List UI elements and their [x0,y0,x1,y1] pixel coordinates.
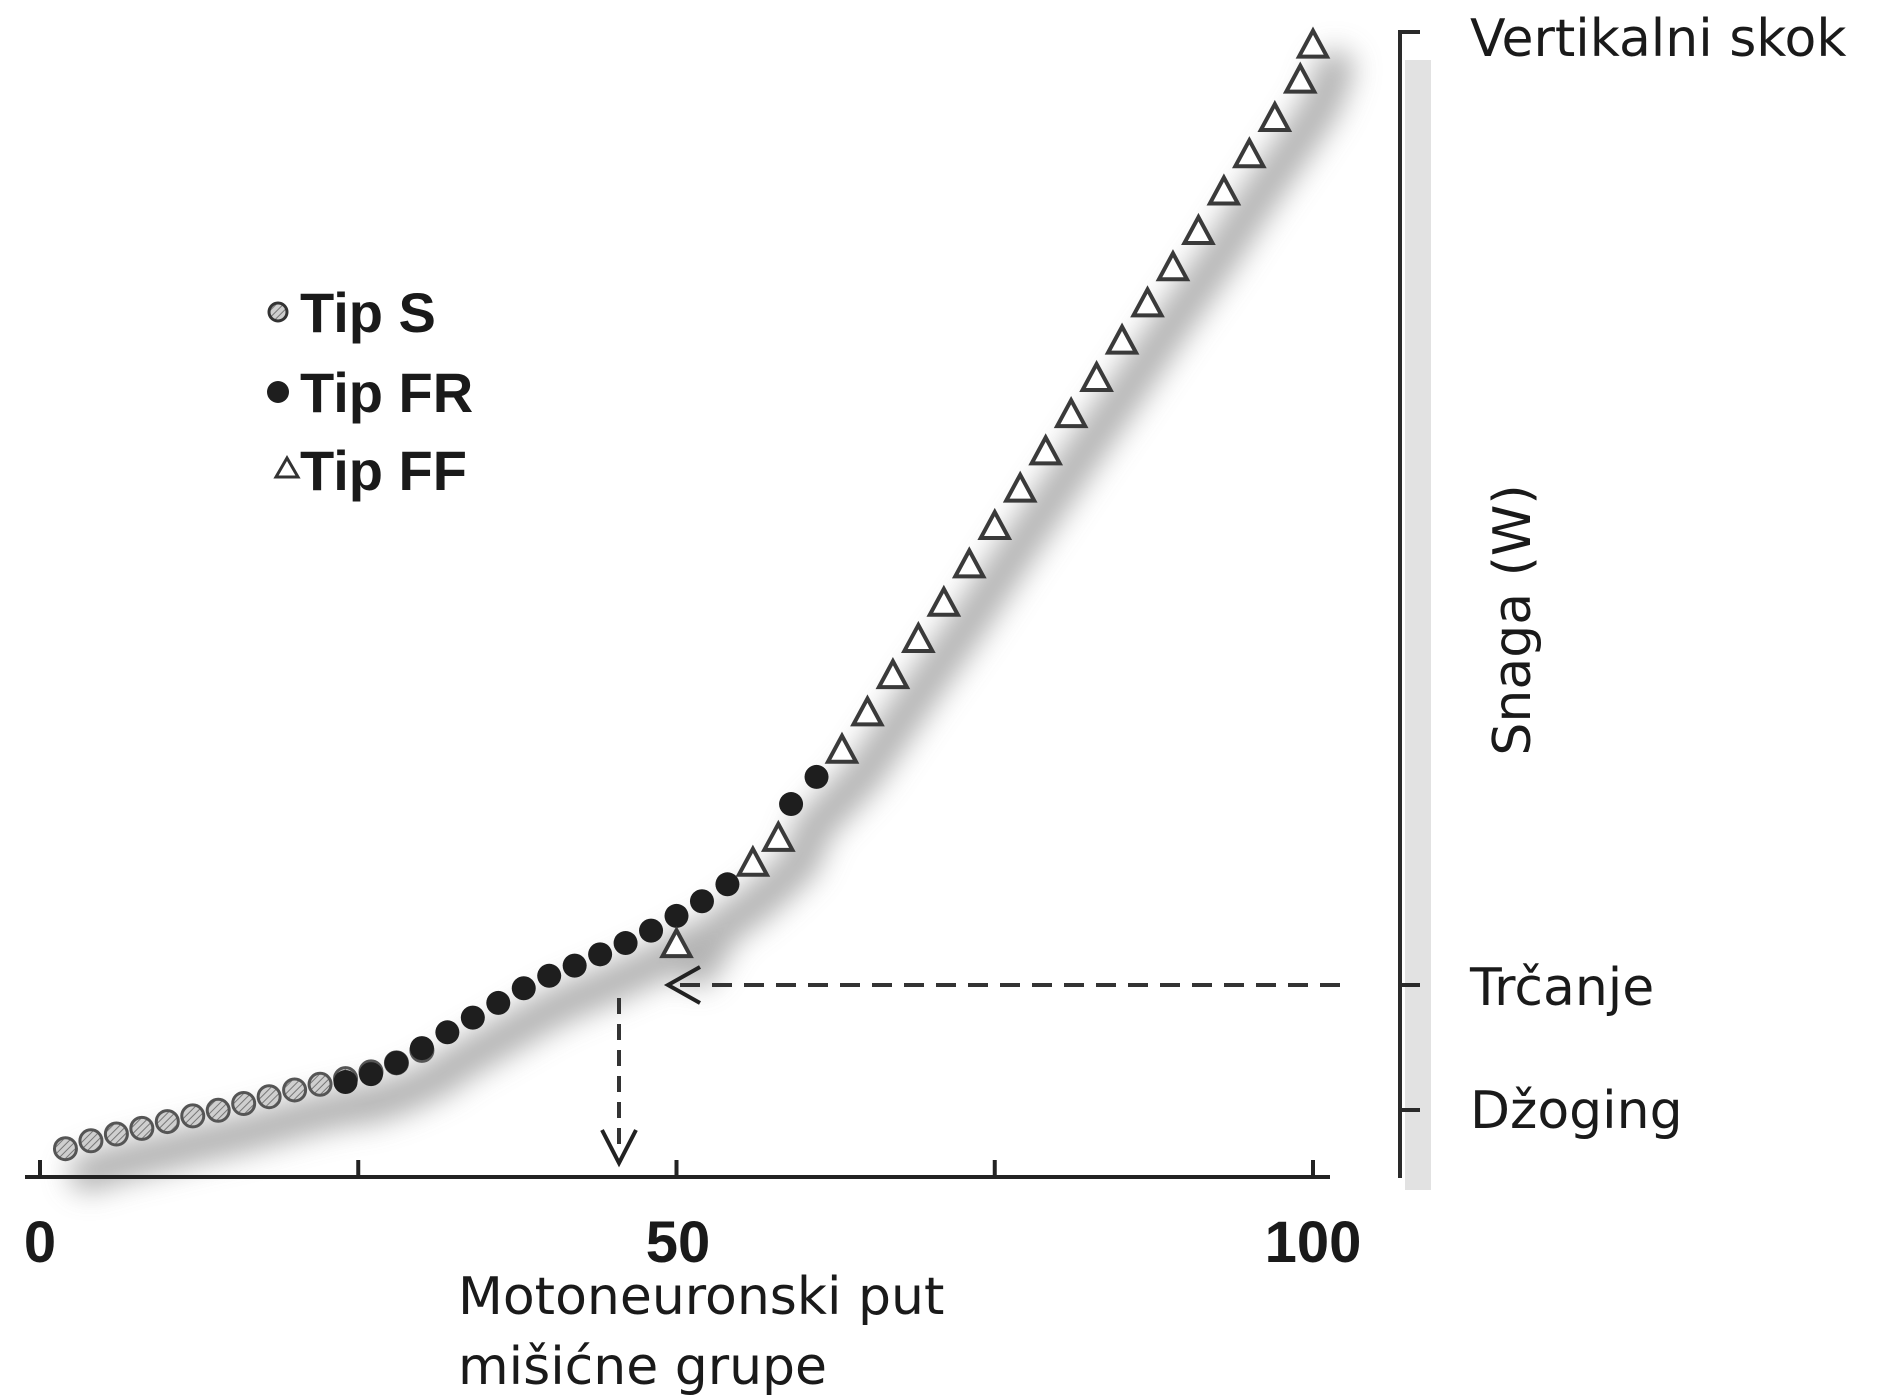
point-tip-s-3 [129,1115,155,1141]
point-tip-s-5 [180,1103,206,1129]
x-tick-label-100: 100 [1265,1210,1362,1275]
point-tip-fr-16 [779,792,804,817]
point-tip-fr-2 [384,1050,409,1075]
right-axis-shade [1405,60,1431,1190]
y-axis-label: Snaga (W) [1483,484,1543,755]
point-tip-s-6 [205,1097,231,1123]
point-tip-ff-11 [1028,433,1064,466]
point-tip-fr-3 [409,1036,434,1061]
x-axis-label-line-1: Motoneuronski put [458,1267,944,1327]
x-axis-label-line-2: mišićne grupe [458,1337,827,1397]
point-tip-fr-1 [358,1062,383,1087]
point-tip-fr-10 [588,942,613,967]
legend-item-tip-ff: Tip FF [273,439,467,502]
point-tip-fr-4 [435,1020,460,1045]
x-ticks [38,1160,1315,1177]
legend-label-tip-fr: Tip FR [300,361,473,424]
point-tip-fr-7 [511,976,536,1001]
x-tick-label-50: 50 [646,1210,711,1275]
curve-shadow-path [68,49,1354,1192]
point-tip-ff-21 [1282,61,1318,94]
point-tip-ff-5 [875,657,911,690]
point-tip-fr-13 [664,903,689,928]
point-tip-fr-5 [460,1005,485,1030]
legend-label-tip-s: Tip S [300,281,436,344]
point-tip-fr-9 [562,953,587,978]
point-tip-ff-7 [926,584,962,617]
point-tip-ff-17 [1181,212,1216,246]
series-tip-fr [333,764,829,1095]
point-tip-fr-15 [715,872,740,897]
point-tip-ff-12 [1053,395,1089,429]
point-tip-fr-11 [613,931,638,956]
point-tip-fr-8 [537,963,562,988]
series-tip-ff [659,26,1331,959]
right-axis-label-vertikalni-skok: Vertikalni skok [1470,9,1846,69]
point-tip-fr-0 [333,1070,358,1095]
point-tip-ff-10 [1002,470,1038,503]
point-tip-s-2 [103,1121,129,1147]
point-tip-ff-20 [1257,99,1293,133]
point-tip-s-8 [256,1084,282,1110]
point-tip-ff-1 [735,844,771,877]
drop-arrow-head [600,1129,638,1168]
point-tip-ff-6 [901,620,936,653]
point-tip-s-7 [231,1091,257,1116]
point-tip-fr-6 [486,990,511,1015]
x-axis: 0 50 100 Motoneuronski put mišićne grupe [24,1160,1362,1397]
legend-marker-tip-s [267,301,289,323]
trcanje-reference [600,965,1340,1168]
legend-marker-tip-ff [273,455,301,479]
point-tip-fr-14 [689,889,714,914]
point-tip-ff-19 [1231,136,1267,169]
point-tip-s-0 [52,1136,78,1162]
legend-item-tip-s: Tip S [267,281,436,344]
point-tip-ff-0 [659,925,694,959]
point-tip-ff-22 [1295,26,1331,59]
legend-marker-tip-fr [267,381,289,403]
point-tip-s-10 [307,1071,333,1097]
legend-label-tip-ff: Tip FF [300,439,467,502]
point-tip-ff-15 [1130,285,1165,318]
right-axis-label-trcanje: Trčanje [1469,958,1654,1018]
trcanje-arrow-head [663,965,701,1005]
point-tip-ff-13 [1079,359,1114,392]
right-axis: Vertikalni skok Trčanje Džoging Snaga (W… [1398,9,1846,1190]
point-tip-ff-18 [1206,173,1242,206]
point-tip-s-9 [282,1077,308,1103]
point-tip-ff-16 [1155,249,1191,282]
point-tip-ff-8 [951,546,987,579]
point-tip-ff-14 [1104,322,1140,355]
legend-item-tip-fr: Tip FR [267,361,473,424]
point-tip-fr-17 [804,764,829,789]
data-points [52,26,1331,1162]
point-tip-s-1 [78,1128,104,1154]
point-tip-ff-2 [760,819,796,852]
point-tip-ff-9 [977,507,1013,540]
legend: Tip S Tip FR Tip FF [267,281,473,502]
right-axis-label-dzoging: Džoging [1470,1081,1683,1141]
curve-shadow [68,49,1354,1192]
x-tick-label-0: 0 [24,1210,56,1275]
point-tip-s-4 [154,1109,180,1135]
point-tip-ff-3 [824,731,860,764]
point-tip-ff-4 [850,694,885,727]
point-tip-fr-12 [639,918,664,943]
